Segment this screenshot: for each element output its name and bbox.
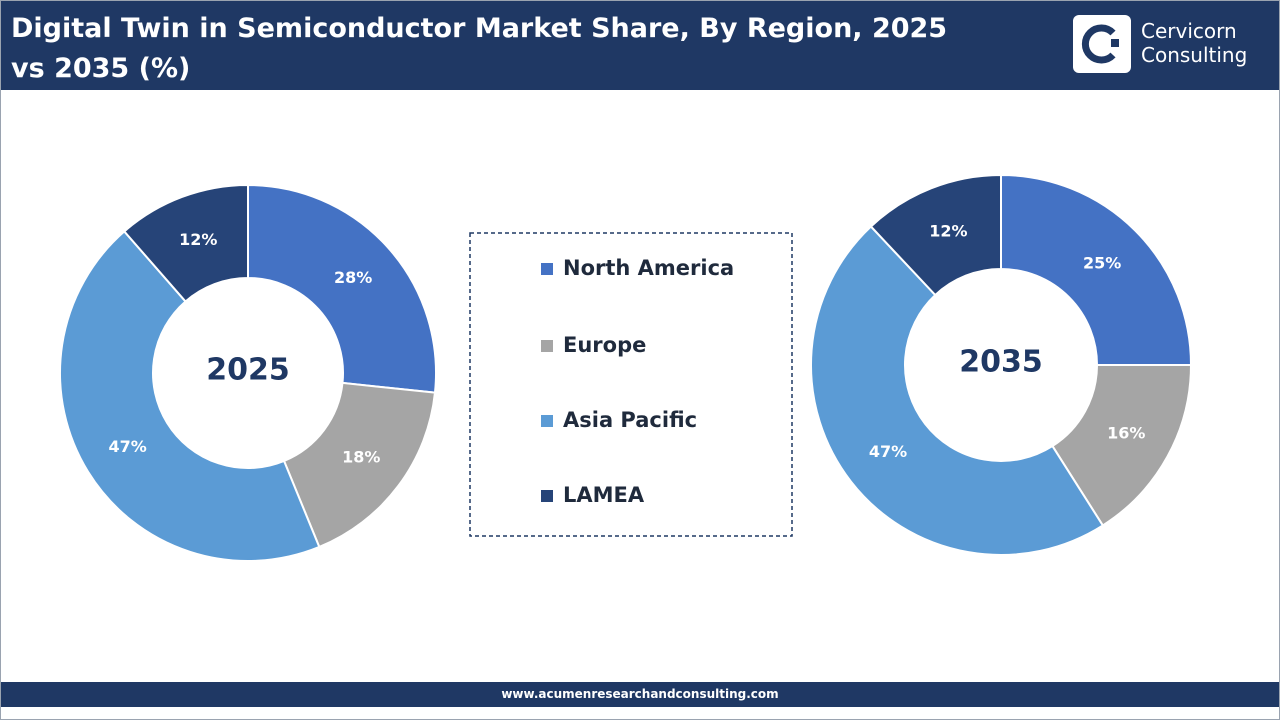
- donut-segment: [282, 381, 437, 549]
- data-label: 47%: [869, 442, 907, 461]
- center-label: 2035: [959, 345, 1043, 380]
- center-label: 2025: [206, 353, 290, 388]
- logo-line: Cervicorn: [1141, 19, 1237, 43]
- legend-swatch: [541, 340, 553, 352]
- data-label: 25%: [1083, 253, 1121, 272]
- legend-label: LAMEA: [563, 483, 645, 507]
- legend-box: [469, 232, 793, 537]
- donut-segment: [869, 173, 1002, 297]
- donut-segment: [122, 183, 249, 303]
- legend-swatch: [541, 490, 553, 502]
- charts: 28% 18% 47% 12% 2025 25% 16% 47% 12% 2035 North Am…: [59, 173, 1193, 562]
- logo-dot: [1111, 39, 1119, 47]
- logo-icon: [1073, 15, 1131, 73]
- legend-label: Asia Pacific: [563, 408, 697, 432]
- logo-text: Cervicorn Consulting: [1141, 19, 1247, 67]
- legend-swatch: [541, 263, 553, 275]
- data-label: 12%: [179, 230, 217, 249]
- donut-segment: [59, 230, 321, 562]
- footer: www.acumenresearchandconsulting.com: [1, 682, 1279, 707]
- title: Digital Twin in Semiconductor Market Sha…: [11, 13, 948, 84]
- donut-segment: [810, 225, 1105, 556]
- donut-segment: [1051, 364, 1193, 527]
- logo-line: Consulting: [1141, 43, 1248, 67]
- logo-arc: [1081, 24, 1116, 64]
- donut-segment: [247, 183, 437, 394]
- legend-swatch: [541, 415, 553, 427]
- data-label: 28%: [334, 268, 372, 287]
- data-label: 12%: [929, 222, 967, 241]
- logo-graphic: [1081, 24, 1119, 64]
- data-label: 16%: [1107, 423, 1145, 442]
- data-label: 47%: [108, 437, 146, 456]
- donut-segment: [1000, 173, 1193, 366]
- header: Digital Twin in Semiconductor Market Sha…: [1, 1, 1279, 90]
- data-label: 18%: [342, 447, 380, 466]
- legend-label: North America: [563, 256, 734, 280]
- legend-label: Europe: [563, 333, 646, 357]
